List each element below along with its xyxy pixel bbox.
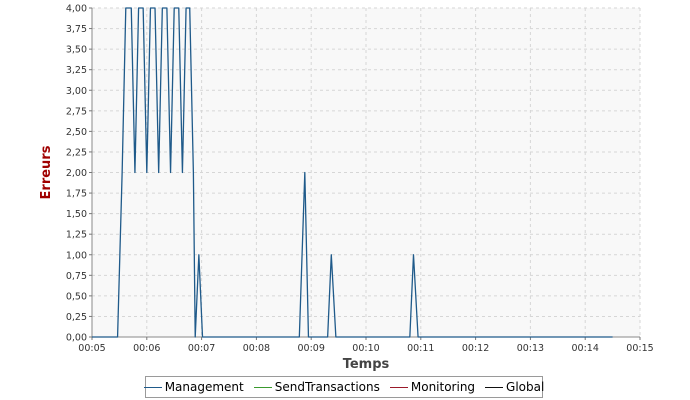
y-tick-label: 3,50 (66, 45, 87, 56)
y-tick-label: 1,50 (66, 209, 87, 220)
legend-label: Management (164, 380, 244, 394)
legend-item-monitoring: Monitoring (389, 380, 476, 394)
y-tick-label: 0,00 (66, 333, 87, 344)
chart-svg: 0,00 0,25 0,50 0,75 1,00 1,25 1,50 1,75 2,00 2,25… (39, 4, 654, 373)
legend-label: Monitoring (410, 380, 476, 394)
x-tick-label: 00:08 (243, 343, 270, 354)
legend-swatch (143, 386, 162, 388)
grid-lines (91, 7, 641, 338)
x-tick-label: 00:07 (188, 343, 215, 354)
x-tick-label: 00:09 (298, 343, 325, 354)
y-tick-label: 0,50 (66, 291, 87, 302)
x-tick-label: 00:14 (572, 343, 599, 354)
y-tick-label: 2,25 (66, 147, 87, 158)
series-line-management (92, 7, 613, 338)
y-axis-label: Erreurs (39, 145, 54, 199)
y-tick-label: 1,75 (66, 189, 87, 200)
x-tick-label: 00:13 (517, 343, 544, 354)
legend-label: SendTransactions (274, 380, 380, 394)
x-tick-label: 00:05 (78, 343, 105, 354)
y-tick-label: 1,25 (66, 230, 87, 241)
y-tick-label: 0,75 (66, 271, 87, 282)
legend-swatch (485, 386, 504, 388)
y-tick-label: 0,25 (66, 312, 87, 323)
x-axis-label: Temps (343, 357, 390, 372)
y-tick-label: 3,00 (66, 86, 87, 97)
y-axis-ticks: 0,00 0,25 0,50 0,75 1,00 1,25 1,50 1,75 2,00 2,25… (66, 4, 92, 344)
y-tick-label: 4,00 (66, 4, 87, 15)
series-lines (92, 7, 613, 338)
x-tick-label: 00:11 (407, 343, 434, 354)
y-tick-label: 3,75 (66, 24, 87, 35)
x-tick-label: 00:06 (133, 343, 160, 354)
y-tick-label: 3,25 (66, 65, 87, 76)
legend-item-management: Management (143, 380, 244, 394)
x-tick-label: 00:10 (352, 343, 379, 354)
y-tick-label: 2,50 (66, 127, 87, 138)
y-tick-label: 1,00 (66, 250, 87, 261)
legend-item-sendtransactions: SendTransactions (253, 380, 380, 394)
x-tick-label: 00:12 (462, 343, 489, 354)
legend-swatch (253, 386, 272, 388)
y-tick-label: 2,00 (66, 168, 87, 179)
legend-item-global: Global (485, 380, 544, 394)
legend-label: Global (506, 380, 545, 394)
legend: Management SendTransactions Monitoring Glob… (143, 376, 544, 398)
legend-swatch (389, 386, 408, 388)
x-axis-ticks: 00:05 00:06 00:07 00:08 00:09 00:10 00:11 00:12… (78, 337, 654, 354)
x-tick-label: 00:15 (626, 343, 653, 354)
y-tick-label: 2,75 (66, 106, 87, 117)
